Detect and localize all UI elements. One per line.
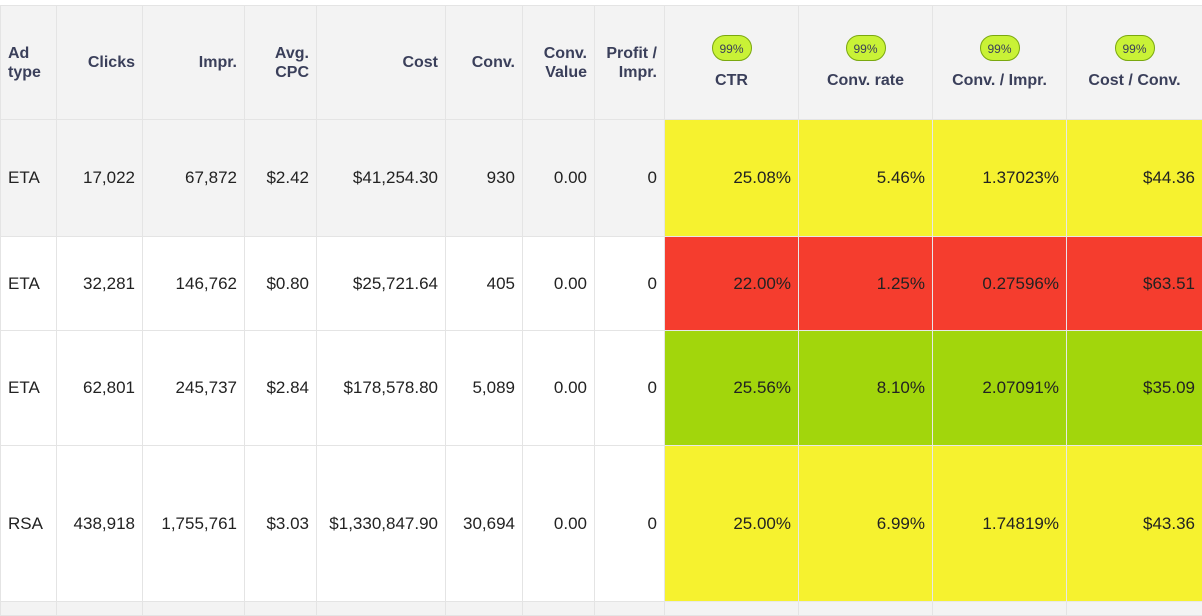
cell-conv: 930 <box>446 120 523 237</box>
col-header-ctr[interactable]: 99% CTR <box>665 6 799 120</box>
cell-impr: 1,755,761 <box>143 446 245 602</box>
cell-ctr: 22.00% <box>665 237 799 331</box>
cell-cost: $1,330,847.90 <box>317 446 446 602</box>
cell-conv: 30,694 <box>446 446 523 602</box>
cell-conv-rate: 1.25% <box>799 237 933 331</box>
col-header-profit-impr[interactable]: Profit / Impr. <box>595 6 665 120</box>
cell-conv-impr: 0.27596% <box>933 237 1067 331</box>
cell-conv: 5,089 <box>446 331 523 446</box>
cell-conv-value: 0.00 <box>523 120 595 237</box>
table-row: ETA 32,281 146,762 $0.80 $25,721.64 405 … <box>1 237 1202 331</box>
col-header-cost-conv-label: Cost / Conv. <box>1074 71 1195 90</box>
significance-badge-conv-impr: 99% <box>980 35 1020 61</box>
table-footer-row <box>1 602 1202 616</box>
col-header-cost-conv[interactable]: 99% Cost / Conv. <box>1067 6 1202 120</box>
table-row: RSA 438,918 1,755,761 $3.03 $1,330,847.9… <box>1 446 1202 602</box>
col-header-avg-cpc[interactable]: Avg. CPC <box>245 6 317 120</box>
table-row: ETA 62,801 245,737 $2.84 $178,578.80 5,0… <box>1 331 1202 446</box>
cell-clicks: 62,801 <box>57 331 143 446</box>
cell-impr: 67,872 <box>143 120 245 237</box>
cell-profit-impr: 0 <box>595 120 665 237</box>
cell-profit-impr: 0 <box>595 237 665 331</box>
cell-cost-conv: $43.36 <box>1067 446 1202 602</box>
cell-avg-cpc: $3.03 <box>245 446 317 602</box>
cell-conv-value: 0.00 <box>523 446 595 602</box>
col-header-conv[interactable]: Conv. <box>446 6 523 120</box>
cell-ad-type: ETA <box>1 120 57 237</box>
cell-cost: $41,254.30 <box>317 120 446 237</box>
table-row: ETA 17,022 67,872 $2.42 $41,254.30 930 0… <box>1 120 1202 237</box>
cell-profit-impr: 0 <box>595 446 665 602</box>
col-header-conv-rate-label: Conv. rate <box>806 71 925 90</box>
col-header-conv-rate[interactable]: 99% Conv. rate <box>799 6 933 120</box>
cell-ad-type: ETA <box>1 237 57 331</box>
cell-ctr: 25.56% <box>665 331 799 446</box>
significance-badge-ctr: 99% <box>712 35 752 61</box>
cell-cost: $25,721.64 <box>317 237 446 331</box>
col-header-conv-impr-label: Conv. / Impr. <box>940 71 1059 90</box>
cell-impr: 245,737 <box>143 331 245 446</box>
header-row: Ad type Clicks Impr. Avg. CPC Cost Conv.… <box>1 6 1202 120</box>
cell-conv-impr: 1.37023% <box>933 120 1067 237</box>
col-header-ctr-label: CTR <box>672 71 791 90</box>
cell-conv-impr: 2.07091% <box>933 331 1067 446</box>
cell-avg-cpc: $2.84 <box>245 331 317 446</box>
cell-conv-rate: 6.99% <box>799 446 933 602</box>
col-header-impr[interactable]: Impr. <box>143 6 245 120</box>
cell-avg-cpc: $2.42 <box>245 120 317 237</box>
cell-cost-conv: $44.36 <box>1067 120 1202 237</box>
cell-avg-cpc: $0.80 <box>245 237 317 331</box>
col-header-conv-value[interactable]: Conv. Value <box>523 6 595 120</box>
cell-ctr: 25.00% <box>665 446 799 602</box>
cell-clicks: 17,022 <box>57 120 143 237</box>
significance-badge-cost-conv: 99% <box>1115 35 1155 61</box>
cell-clicks: 32,281 <box>57 237 143 331</box>
cell-ad-type: ETA <box>1 331 57 446</box>
col-header-cost[interactable]: Cost <box>317 6 446 120</box>
cell-conv-rate: 5.46% <box>799 120 933 237</box>
cell-clicks: 438,918 <box>57 446 143 602</box>
col-header-conv-impr[interactable]: 99% Conv. / Impr. <box>933 6 1067 120</box>
col-header-clicks[interactable]: Clicks <box>57 6 143 120</box>
cell-cost-conv: $63.51 <box>1067 237 1202 331</box>
cell-cost-conv: $35.09 <box>1067 331 1202 446</box>
col-header-ad-type[interactable]: Ad type <box>1 6 57 120</box>
cell-conv-value: 0.00 <box>523 237 595 331</box>
cell-cost: $178,578.80 <box>317 331 446 446</box>
significance-badge-conv-rate: 99% <box>846 35 886 61</box>
cell-ctr: 25.08% <box>665 120 799 237</box>
ad-type-performance-table: Ad type Clicks Impr. Avg. CPC Cost Conv.… <box>0 5 1202 616</box>
cell-conv-value: 0.00 <box>523 331 595 446</box>
cell-ad-type: RSA <box>1 446 57 602</box>
cell-conv-rate: 8.10% <box>799 331 933 446</box>
cell-conv-impr: 1.74819% <box>933 446 1067 602</box>
cell-profit-impr: 0 <box>595 331 665 446</box>
cell-conv: 405 <box>446 237 523 331</box>
cell-impr: 146,762 <box>143 237 245 331</box>
